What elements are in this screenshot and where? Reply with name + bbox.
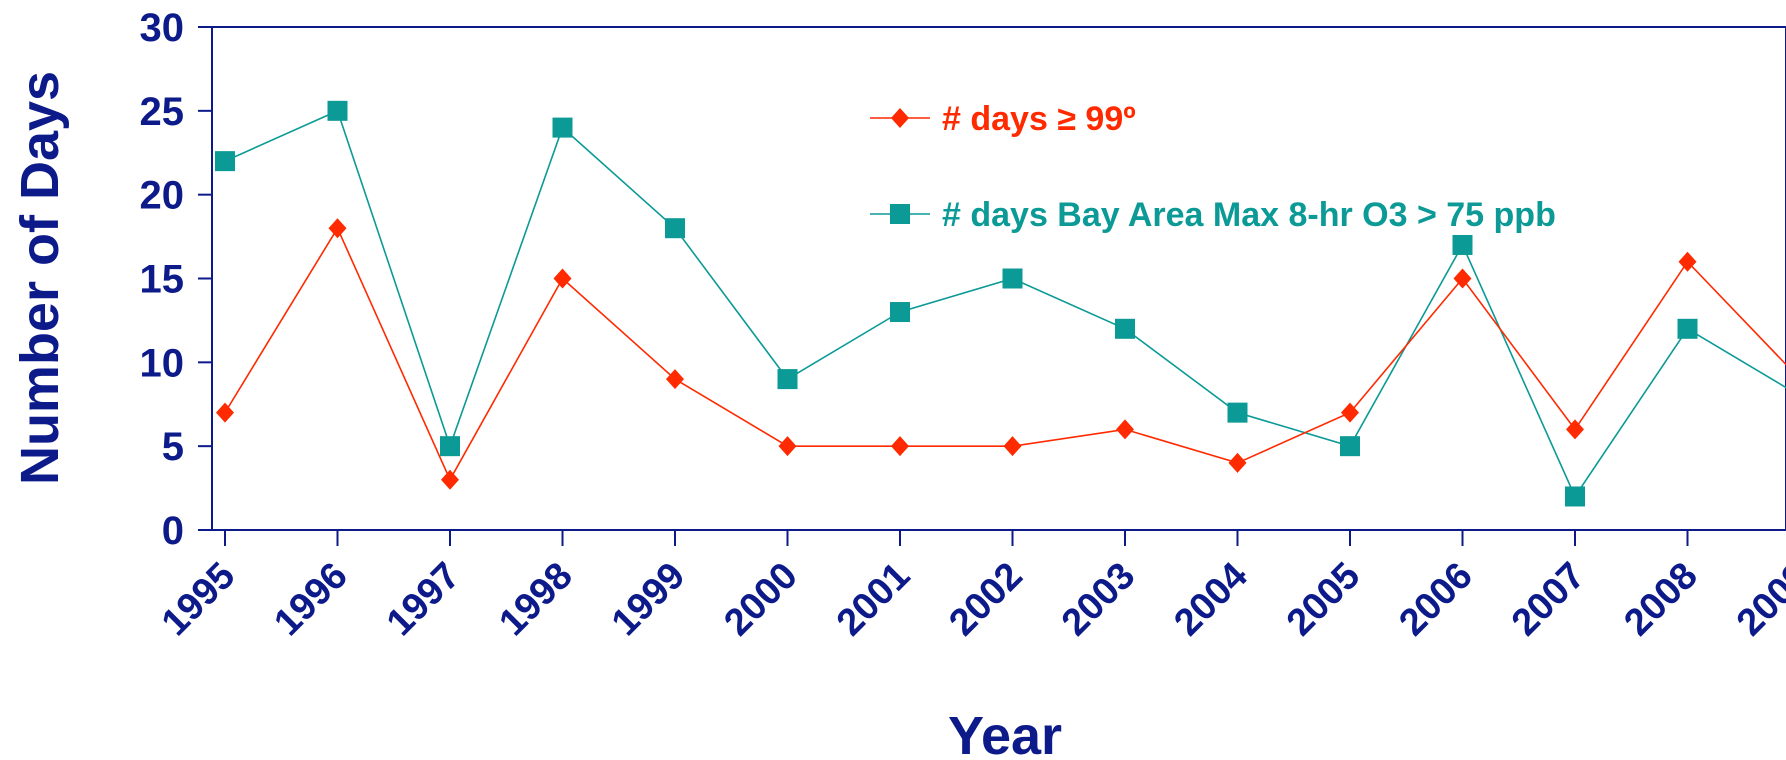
data-point-square bbox=[440, 436, 460, 457]
data-point-square bbox=[1340, 436, 1360, 457]
x-tick-label: 2006 bbox=[1391, 555, 1480, 644]
y-tick-label: 25 bbox=[140, 90, 185, 134]
data-point-diamond bbox=[328, 218, 347, 239]
data-point-diamond bbox=[1678, 251, 1697, 272]
data-point-square bbox=[1115, 318, 1135, 339]
x-tick-label: 1995 bbox=[154, 555, 243, 644]
data-point-square bbox=[215, 151, 235, 172]
x-tick-label: 2000 bbox=[716, 555, 805, 644]
x-tick-label: 1998 bbox=[491, 555, 580, 644]
x-axis-title: Year bbox=[948, 706, 1062, 760]
data-point-diamond bbox=[891, 436, 909, 457]
data-point-diamond bbox=[441, 469, 459, 490]
legend-marker-diamond bbox=[891, 108, 909, 128]
y-tick-label: 20 bbox=[140, 174, 185, 218]
legend-label: # days Bay Area Max 8-hr O3 > 75 ppb bbox=[942, 196, 1556, 234]
data-point-diamond bbox=[1453, 268, 1472, 289]
data-point-diamond bbox=[1003, 436, 1022, 457]
y-axis-ticks: 0 5 10 15 20 25 30 bbox=[140, 6, 212, 553]
data-point-square bbox=[890, 302, 910, 323]
legend-label: # days ≥ 99º bbox=[942, 100, 1136, 138]
x-tick-label: 2007 bbox=[1504, 555, 1593, 644]
data-point-square bbox=[552, 117, 573, 138]
data-point-diamond bbox=[666, 369, 684, 390]
x-tick-label: 2002 bbox=[941, 555, 1030, 644]
y-tick-label: 5 bbox=[162, 425, 184, 469]
legend-marker-square bbox=[890, 204, 910, 224]
x-tick-label: 2004 bbox=[1166, 555, 1255, 644]
x-tick-label: 2003 bbox=[1054, 555, 1143, 644]
y-tick-label: 30 bbox=[140, 6, 185, 50]
data-point-diamond bbox=[1228, 452, 1247, 473]
data-point-diamond bbox=[778, 436, 797, 457]
x-axis-ticks: 1995 1996 1997 1998 1999 2000 2001 2002 2003 2004… bbox=[154, 530, 1786, 644]
data-point-square bbox=[1565, 486, 1585, 507]
y-axis-title: Number of Days bbox=[10, 71, 70, 485]
y-tick-label: 15 bbox=[140, 258, 185, 302]
legend: # days ≥ 99º # days Bay Area Max 8-hr O3 … bbox=[870, 100, 1556, 234]
x-tick-label: 1997 bbox=[379, 555, 468, 644]
x-tick-label: 2009 bbox=[1729, 555, 1786, 644]
x-tick-label: 2001 bbox=[829, 555, 918, 644]
data-point-square bbox=[1452, 234, 1473, 255]
x-tick-label: 2005 bbox=[1279, 555, 1368, 644]
data-point-square bbox=[1002, 268, 1023, 289]
data-point-diamond bbox=[1116, 419, 1134, 440]
y-tick-label: 0 bbox=[162, 509, 184, 553]
x-tick-label: 2008 bbox=[1616, 555, 1705, 644]
data-point-square bbox=[665, 218, 685, 239]
data-point-diamond bbox=[553, 268, 572, 289]
data-point-diamond bbox=[1341, 402, 1359, 423]
data-point-square bbox=[327, 100, 348, 121]
x-tick-label: 1999 bbox=[604, 555, 693, 644]
data-point-diamond bbox=[1566, 419, 1584, 440]
data-point-square bbox=[1677, 318, 1698, 339]
series-layer bbox=[215, 100, 1786, 507]
data-point-square bbox=[777, 369, 798, 390]
data-point-diamond bbox=[216, 402, 234, 423]
y-tick-label: 10 bbox=[140, 341, 185, 385]
data-point-square bbox=[1227, 402, 1248, 423]
x-tick-label: 1996 bbox=[266, 555, 355, 644]
